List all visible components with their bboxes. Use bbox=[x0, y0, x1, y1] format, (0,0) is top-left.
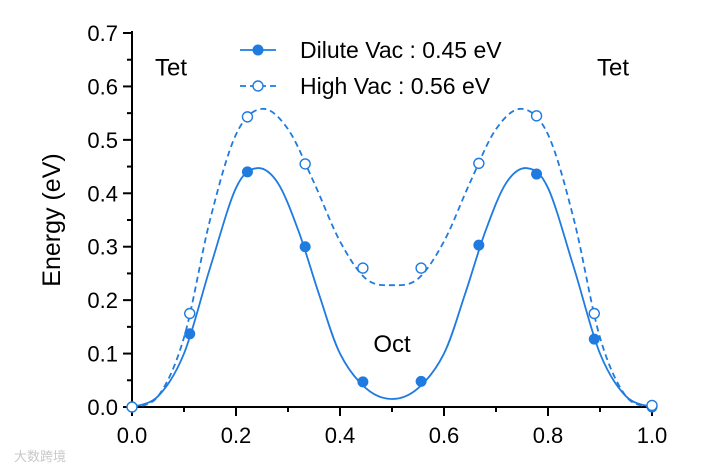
dilute-vac-point bbox=[184, 328, 196, 340]
dilute-vac-point bbox=[415, 375, 427, 387]
watermark-text: 大数跨境 bbox=[14, 450, 66, 465]
legend-label-dilute-vac: Dilute Vac : 0.45 eV bbox=[300, 37, 502, 63]
dilute-vac-point bbox=[299, 241, 311, 253]
y-tick-label: 0.7 bbox=[87, 21, 118, 46]
x-tick-label: 0.6 bbox=[429, 423, 460, 448]
high-vac-point bbox=[126, 401, 138, 413]
y-tick-label: 0.1 bbox=[87, 342, 118, 367]
dilute-vac-curve bbox=[131, 167, 653, 408]
high-vac-point bbox=[646, 399, 658, 412]
high-vac-point bbox=[530, 110, 543, 122]
tet-annotation: Tet bbox=[597, 55, 629, 82]
high-vac-curve bbox=[131, 107, 653, 408]
y-tick-label: 0.5 bbox=[87, 128, 118, 153]
x-tick-label: 0.0 bbox=[117, 423, 148, 448]
high-vac-point bbox=[241, 111, 254, 123]
y-tick-label: 0.6 bbox=[87, 74, 118, 99]
dilute-vac-point bbox=[531, 168, 543, 180]
x-tick-label: 0.2 bbox=[221, 423, 252, 448]
labels: 0.0 0.1 0.2 0.3 0.4 0.5 0.6 0.7 0.0 0.2 0.4 0.6 0.8 1… bbox=[38, 21, 667, 448]
legend-label-high-vac: High Vac : 0.56 eV bbox=[300, 73, 491, 99]
x-tick-label: 0.8 bbox=[533, 423, 564, 448]
legend: Dilute Vac : 0.45 eV High Vac : 0.56 eV bbox=[240, 37, 502, 99]
high-vac-point bbox=[588, 307, 600, 320]
x-tick-label: 0.4 bbox=[325, 423, 356, 448]
dilute-vac-point bbox=[357, 376, 369, 388]
y-axis-title: Energy (eV) bbox=[38, 153, 66, 286]
high-vac-point bbox=[415, 262, 427, 274]
high-vac-point bbox=[299, 158, 311, 170]
markers bbox=[126, 110, 658, 413]
x-tick-label: 1.0 bbox=[637, 423, 668, 448]
axes bbox=[123, 31, 653, 416]
y-tick-label: 0.3 bbox=[87, 235, 118, 260]
high-vac-point bbox=[357, 262, 369, 274]
high-vac-point bbox=[184, 307, 196, 320]
dilute-vac-point bbox=[588, 333, 600, 345]
y-tick-label: 0.4 bbox=[87, 181, 118, 206]
dilute-vac-point bbox=[241, 166, 253, 178]
tet-annotation: Tet bbox=[155, 55, 187, 82]
oct-annotation: Oct bbox=[373, 331, 411, 358]
dilute-vac-point bbox=[473, 239, 485, 251]
legend-marker-high-vac bbox=[252, 80, 264, 92]
y-tick-label: 0.2 bbox=[87, 288, 118, 313]
y-tick-label: 0.0 bbox=[87, 395, 118, 420]
curves bbox=[131, 107, 653, 408]
high-vac-point bbox=[473, 157, 485, 170]
legend-marker-dilute-vac bbox=[252, 44, 264, 56]
